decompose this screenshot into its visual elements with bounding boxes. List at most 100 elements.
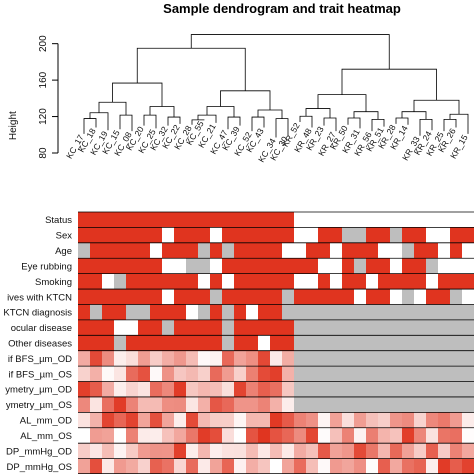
heatmap-cell	[102, 366, 115, 382]
heatmap-cell	[174, 319, 187, 336]
heatmap-cell	[234, 366, 247, 382]
heatmap-cell	[390, 335, 403, 352]
heatmap-cell	[354, 381, 367, 398]
heatmap-cell	[78, 289, 91, 305]
heatmap-cell	[294, 242, 307, 259]
heatmap-cell	[246, 212, 259, 228]
heatmap-cell	[222, 304, 235, 321]
heatmap-cell	[150, 319, 163, 336]
heatmap-cell	[342, 212, 355, 228]
heatmap-cell	[186, 227, 199, 244]
heatmap-cell	[174, 242, 187, 259]
heatmap-cell	[462, 258, 474, 275]
heatmap-cell	[150, 227, 163, 244]
heatmap-cell	[318, 242, 331, 259]
heatmap-cell	[114, 412, 127, 429]
heatmap-cell	[198, 273, 211, 290]
heatmap-cell	[414, 458, 427, 474]
dendrogram-branch	[112, 82, 163, 107]
heatmap-cell	[138, 412, 151, 429]
heatmap-cell	[414, 212, 427, 228]
heatmap-cell	[402, 319, 415, 336]
heatmap-cell	[378, 427, 391, 444]
heatmap-cell	[462, 350, 474, 367]
heatmap-cell	[150, 335, 163, 352]
heatmap-cell	[306, 381, 319, 398]
heatmap-cell	[366, 381, 379, 398]
heatmap-cell	[198, 366, 211, 382]
heatmap-cell	[462, 381, 474, 398]
heatmap-cell	[414, 443, 427, 459]
heatmap-cell	[354, 335, 367, 352]
heatmap-cell	[90, 304, 103, 321]
heatmap-cell	[78, 458, 91, 474]
heatmap-cell	[282, 443, 295, 459]
heatmap-cell	[390, 458, 403, 474]
heatmap-cell	[414, 381, 427, 398]
heatmap-cell	[318, 396, 331, 413]
heatmap-cell	[150, 458, 163, 474]
heatmap-cell	[234, 258, 247, 275]
heatmap-cell	[78, 304, 91, 321]
heatmap-cell	[402, 258, 415, 275]
heatmap-cell	[342, 350, 355, 367]
heatmap-cell	[162, 396, 175, 413]
heatmap-cell	[378, 381, 391, 398]
heatmap-cell	[438, 227, 451, 244]
heatmap-cell	[318, 366, 331, 382]
heatmap-cell	[222, 289, 235, 305]
heatmap-cell	[318, 427, 331, 444]
dendrogram-branch	[98, 101, 127, 116]
heatmap-cell	[282, 396, 295, 413]
heatmap-cell	[150, 412, 163, 429]
heatmap-cell	[102, 242, 115, 259]
trait-label: AL_mm_OS	[20, 431, 72, 442]
heatmap-cell	[138, 350, 151, 367]
heatmap-cell	[402, 412, 415, 429]
heatmap-cell	[258, 443, 271, 459]
heatmap-cell	[126, 412, 139, 429]
heatmap-cell	[78, 212, 91, 228]
heatmap-cell	[426, 304, 439, 321]
heatmap-cell	[186, 335, 199, 352]
heatmap-cell	[174, 396, 187, 413]
heatmap-cell	[366, 366, 379, 382]
heatmap-cell	[186, 443, 199, 459]
heatmap-cell	[114, 443, 127, 459]
heatmap-cell	[222, 427, 235, 444]
heatmap-cell	[462, 458, 474, 474]
heatmap-cell	[402, 335, 415, 352]
heatmap-cell	[450, 396, 463, 413]
heatmap-cell	[234, 289, 247, 305]
heatmap-cell	[126, 381, 139, 398]
heatmap-cell	[234, 381, 247, 398]
heatmap-cell	[354, 289, 367, 305]
heatmap-cell	[438, 443, 451, 459]
heatmap-cell	[222, 212, 235, 228]
heatmap-cell	[342, 227, 355, 244]
heatmap-cell	[222, 273, 235, 290]
heatmap-cell	[402, 427, 415, 444]
heatmap-cell	[114, 335, 127, 352]
heatmap-cell	[378, 350, 391, 367]
heatmap-cell	[150, 381, 163, 398]
heatmap-cell	[270, 335, 283, 352]
heatmap-cell	[114, 427, 127, 444]
heatmap-cell	[270, 319, 283, 336]
heatmap-cell	[138, 443, 151, 459]
trait-label: KTCN diagnosis	[3, 308, 72, 319]
heatmap-cell	[138, 427, 151, 444]
heatmap-cell	[390, 242, 403, 259]
heatmap-cell	[366, 412, 379, 429]
heatmap-cell	[282, 227, 295, 244]
heatmap-cell	[294, 273, 307, 290]
dendrogram-branch	[220, 90, 271, 110]
heatmap-cell	[90, 227, 103, 244]
heatmap-cell	[342, 412, 355, 429]
heatmap-cell	[102, 412, 115, 429]
heatmap-cell	[462, 396, 474, 413]
heatmap-cell	[114, 350, 127, 367]
heatmap-cell	[330, 412, 343, 429]
heatmap-cell	[366, 304, 379, 321]
heatmap-cell	[198, 396, 211, 413]
